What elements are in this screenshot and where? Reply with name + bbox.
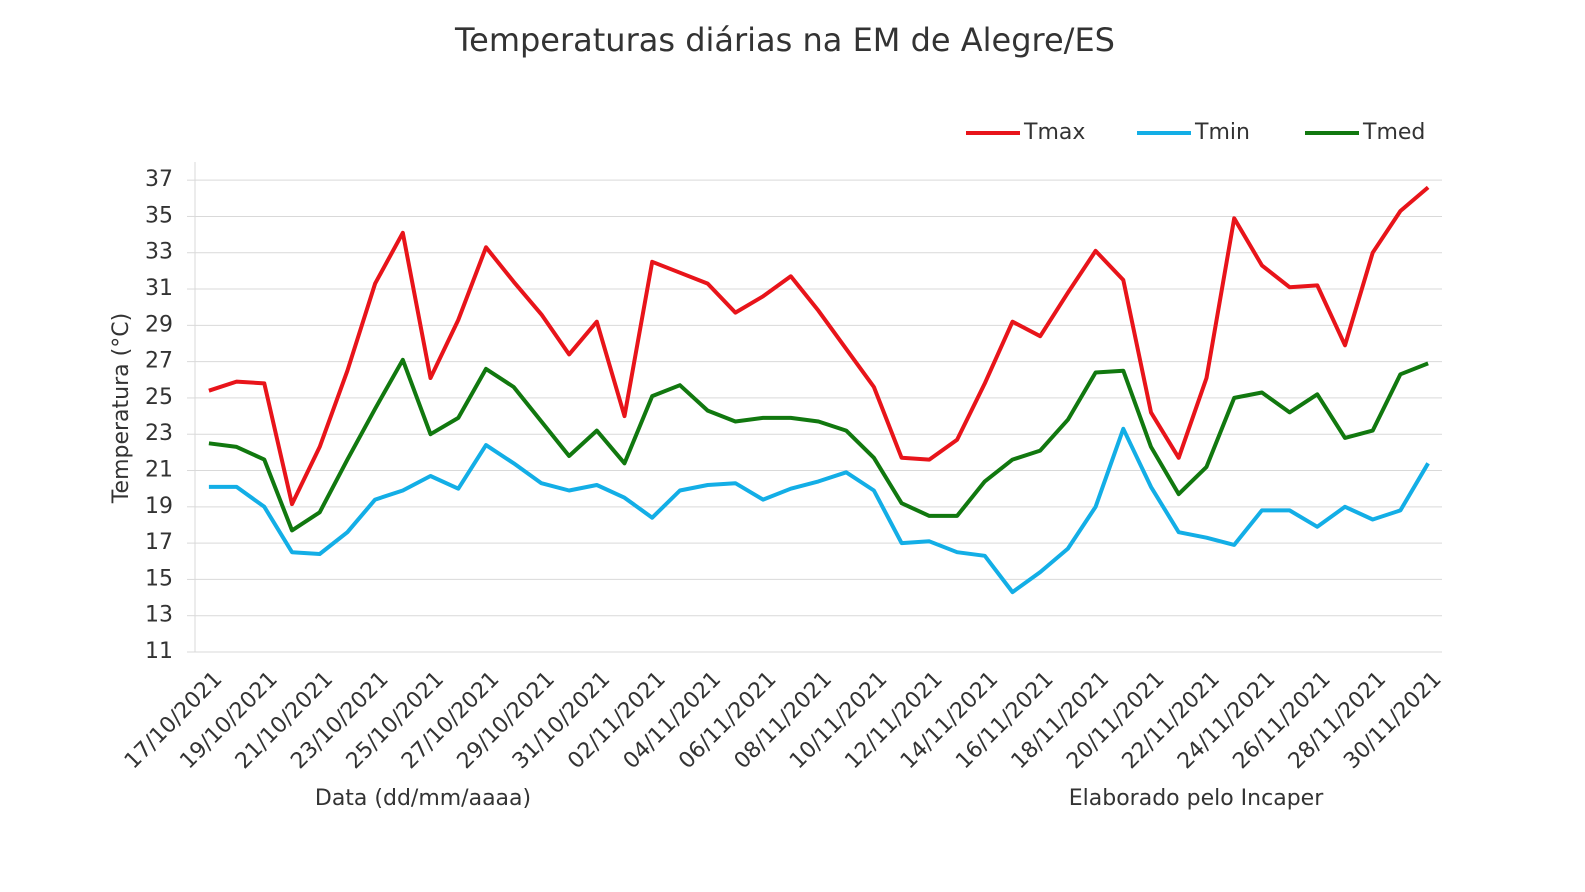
credit-note: Elaborado pelo Incaper — [1069, 786, 1324, 811]
y-tick-label: 23 — [145, 421, 173, 446]
y-tick-label: 11 — [145, 639, 173, 664]
x-tick-label: 30/11/2021 — [1339, 667, 1446, 774]
legend-label: Tmax — [1023, 120, 1085, 145]
chart-title: Temperaturas diárias na EM de Alegre/ES — [454, 21, 1115, 59]
y-tick-label: 15 — [145, 566, 173, 591]
x-axis-note: Data (dd/mm/aaaa) — [315, 786, 531, 811]
y-tick-label: 33 — [145, 240, 173, 265]
y-tick-label: 25 — [145, 385, 173, 410]
series-line — [208, 426, 1430, 595]
y-tick-label: 31 — [145, 276, 173, 301]
series-line — [208, 357, 1429, 533]
y-tick-label: 21 — [145, 458, 173, 483]
y-tick-label: 29 — [145, 312, 173, 337]
y-tick-label: 37 — [145, 167, 173, 192]
y-tick-label: 17 — [145, 530, 173, 555]
y-tick-label: 35 — [145, 203, 173, 228]
y-tick-label: 13 — [145, 603, 173, 628]
y-tick-label: 19 — [145, 494, 173, 519]
y-axis-label: Temperatura (°C) — [109, 313, 134, 504]
legend-label: Tmin — [1194, 120, 1250, 145]
y-tick-label: 27 — [145, 349, 173, 374]
series-line — [208, 185, 1430, 507]
legend-label: Tmed — [1362, 120, 1425, 145]
